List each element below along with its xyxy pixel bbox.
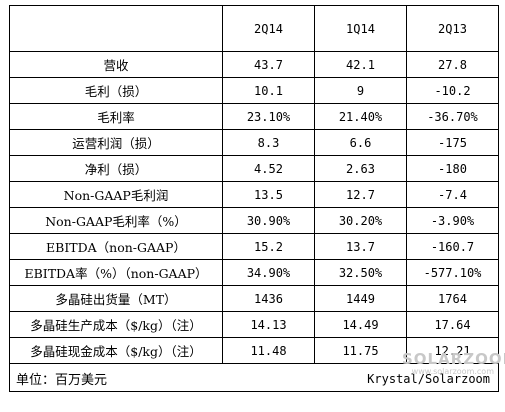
value-cell: -175 (406, 129, 499, 156)
row-label: Non-GAAP毛利率（%） (9, 207, 223, 234)
financial-table-frame: 2Q14 1Q14 2Q13 营收 43.7 42.1 27.8 毛利（损） 10.1 9-… (9, 5, 499, 405)
row-label: 营收 (9, 51, 223, 78)
table-row: 多晶硅现金成本（$/kg）（注） 11.48 11.75 12.21 (9, 337, 499, 364)
value-cell: 14.49 (314, 311, 407, 338)
value-cell: 13.5 (222, 181, 315, 208)
value-cell: 17.64 (406, 311, 499, 338)
watermark-main-text: SOLARZOOM (402, 350, 505, 368)
value-cell: 8.3 (222, 129, 315, 156)
table-row: 净利（损） 4.52 2.63 -180 (9, 155, 499, 182)
table-row: 多晶硅出货量（MT） 1436 1449 1764 (9, 285, 499, 312)
value-cell: 11.75 (314, 337, 407, 364)
row-label: 运营利润（损） (9, 129, 223, 156)
financial-table: 2Q14 1Q14 2Q13 营收 43.7 42.1 27.8 毛利（损） 10.1 9-… (9, 5, 499, 392)
value-cell: 1764 (406, 285, 499, 312)
row-label: 多晶硅生产成本（$/kg）（注） (9, 311, 223, 338)
value-cell: 1436 (222, 285, 315, 312)
solarzoom-watermark-logo: SOLARZOOM www.solarzoom.com (402, 350, 505, 378)
header-cell-2q13: 2Q13 (406, 5, 499, 52)
value-cell: 14.13 (222, 311, 315, 338)
row-label: EBITDA率（%）（non-GAAP） (9, 259, 223, 286)
value-cell: 32.50% (314, 259, 407, 286)
row-label: 毛利率 (9, 103, 223, 130)
table-row: 营收 43.7 42.1 27.8 (9, 51, 499, 78)
watermark-sub-text: www.solarzoom.com (411, 367, 494, 376)
value-cell: 27.8 (406, 51, 499, 78)
value-cell: 34.90% (222, 259, 315, 286)
table-row: Non-GAAP毛利润 13.5 12.7 -7.4 (9, 181, 499, 208)
value-cell: -577.10% (406, 259, 499, 286)
value-cell: 12.21 (406, 337, 499, 364)
value-cell: 4.52 (222, 155, 315, 182)
value-cell: -10.2 (406, 77, 499, 104)
value-cell: 11.48 (222, 337, 315, 364)
value-cell: 2.63 (314, 155, 407, 182)
table-row: 毛利（损） 10.1 9 -10.2 (9, 77, 499, 104)
table-row: 运营利润（损） 8.3 6.6 -175 (9, 129, 499, 156)
row-label: 净利（损） (9, 155, 223, 182)
value-cell: 42.1 (314, 51, 407, 78)
value-cell: 13.7 (314, 233, 407, 260)
table-row: Non-GAAP毛利率（%） 30.90% 30.20% -3.90% (9, 207, 499, 234)
row-label: 多晶硅现金成本（$/kg）（注） (9, 337, 223, 364)
value-cell: 30.20% (314, 207, 407, 234)
footer-cell: 单位：百万美元 Krystal/Solarzoom (9, 363, 499, 392)
table-row: EBITDA（non-GAAP） 15.2 13.7 -160.7 (9, 233, 499, 260)
value-cell: 15.2 (222, 233, 315, 260)
table-row: EBITDA率（%）（non-GAAP） 34.90% 32.50% -577.10% (9, 259, 499, 286)
value-cell: 10.1 (222, 77, 315, 104)
value-cell: 30.90% (222, 207, 315, 234)
row-label: EBITDA（non-GAAP） (9, 233, 223, 260)
footer-row: 单位：百万美元 Krystal/Solarzoom (9, 363, 499, 392)
value-cell: 12.7 (314, 181, 407, 208)
header-cell-1q14: 1Q14 (314, 5, 407, 52)
value-cell: 9 (314, 77, 407, 104)
value-cell: -160.7 (406, 233, 499, 260)
value-cell: -3.90% (406, 207, 499, 234)
value-cell: 43.7 (222, 51, 315, 78)
header-cell-2q14: 2Q14 (222, 5, 315, 52)
value-cell: 23.10% (222, 103, 315, 130)
value-cell: 1449 (314, 285, 407, 312)
row-label: 多晶硅出货量（MT） (9, 285, 223, 312)
value-cell: -36.70% (406, 103, 499, 130)
value-cell: -7.4 (406, 181, 499, 208)
unit-note: 单位：百万美元 (16, 373, 108, 388)
table-row: 多晶硅生产成本（$/kg）（注） 14.13 14.49 17.64 (9, 311, 499, 338)
value-cell: 6.6 (314, 129, 407, 156)
table-row: 毛利率 23.10% 21.40% -36.70% (9, 103, 499, 130)
header-row: 2Q14 1Q14 2Q13 (9, 5, 499, 52)
row-label: Non-GAAP毛利润 (9, 181, 223, 208)
value-cell: -180 (406, 155, 499, 182)
value-cell: 21.40% (314, 103, 407, 130)
row-label: 毛利（损） (9, 77, 223, 104)
source-note: Krystal/Solarzoom (367, 372, 490, 386)
header-cell-blank (9, 5, 223, 52)
